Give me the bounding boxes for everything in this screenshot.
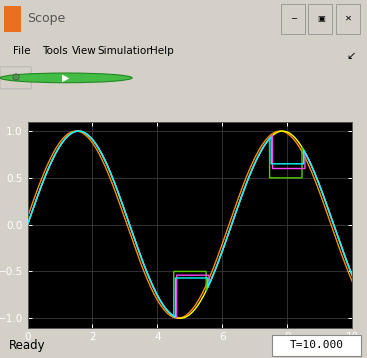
- Text: Tools: Tools: [42, 46, 68, 56]
- Text: T=10.000: T=10.000: [289, 340, 344, 350]
- Text: ─: ─: [291, 14, 296, 23]
- FancyBboxPatch shape: [0, 67, 31, 89]
- Text: Ready: Ready: [9, 339, 46, 352]
- Text: Help: Help: [150, 46, 174, 56]
- Text: ▶: ▶: [62, 73, 70, 83]
- Text: ↙: ↙: [346, 52, 356, 61]
- Text: View: View: [72, 46, 96, 56]
- Text: File: File: [13, 46, 30, 56]
- Text: ✕: ✕: [345, 14, 352, 23]
- Bar: [281, 4, 305, 34]
- Text: ⚙: ⚙: [11, 73, 21, 83]
- Text: Scope: Scope: [28, 12, 66, 25]
- Bar: [336, 4, 360, 34]
- Bar: [4, 6, 21, 32]
- Text: Simulation: Simulation: [97, 46, 153, 56]
- Circle shape: [0, 73, 132, 83]
- Text: ▣: ▣: [317, 14, 325, 23]
- Bar: [308, 4, 332, 34]
- FancyBboxPatch shape: [272, 335, 361, 356]
